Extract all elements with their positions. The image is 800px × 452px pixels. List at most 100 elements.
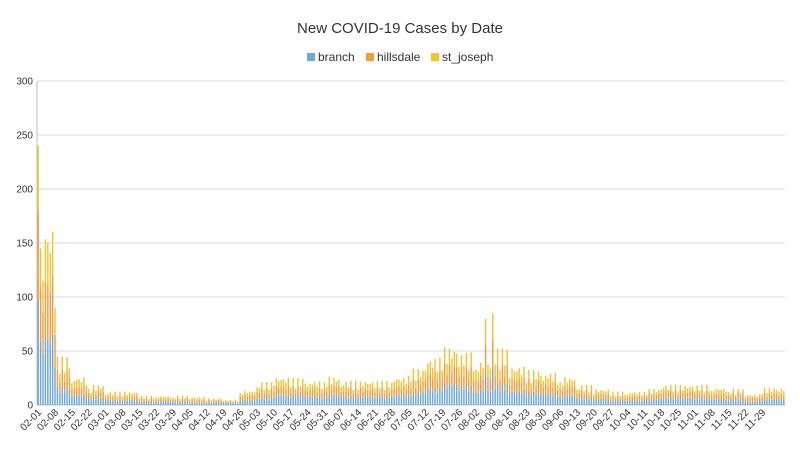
bar-hillsdale [342,390,345,398]
bar-st_joseph [340,386,342,392]
bar-st_joseph [549,373,552,383]
bar-branch [585,396,588,405]
bar-st_joseph [189,399,191,402]
bar-hillsdale [684,390,686,398]
bar-st_joseph [318,381,321,388]
bar-branch [249,400,251,405]
bar-branch [405,397,407,405]
bar-branch [686,398,689,405]
bar-hillsdale [112,397,114,401]
bar-st_joseph [670,385,672,391]
bar-branch [376,395,379,405]
bar-st_joseph [588,392,590,396]
bar-st_joseph [172,397,174,400]
bar-hillsdale [179,400,181,403]
bar-hillsdale [131,397,133,401]
bar-hillsdale [304,390,306,397]
bar-st_joseph [208,398,210,400]
bar-hillsdale [759,396,761,401]
bar-hillsdale [566,389,569,397]
bar-hillsdale [585,390,588,397]
bar-st_joseph [410,381,412,389]
bar-hillsdale [439,371,441,388]
bar-hillsdale [549,382,552,394]
bar-st_joseph [600,390,602,394]
bar-branch [145,400,148,405]
bar-branch [282,395,285,405]
bar-hillsdale [136,396,138,401]
bar-branch [335,396,338,405]
bar-st_joseph [119,391,121,396]
bar-st_joseph [273,385,275,392]
bar-st_joseph [239,393,241,397]
bar-branch [439,387,441,405]
bar-hillsdale [328,384,330,395]
bar-branch [326,398,328,405]
bar-hillsdale [275,385,278,395]
bar-st_joseph [39,248,42,289]
bar-st_joseph [87,388,90,394]
bar-branch [386,395,388,405]
bar-branch [453,383,456,405]
bar-st_joseph [597,391,600,396]
bar-hillsdale [290,392,292,398]
bar-st_joseph [316,386,318,392]
bar-hillsdale [783,395,785,400]
bar-branch [309,396,311,405]
bar-branch [455,384,458,405]
bar-hillsdale [37,213,39,300]
bar-hillsdale [706,390,708,397]
bar-hillsdale [751,398,754,402]
bar-st_joseph [229,399,232,402]
bar-branch [42,354,44,405]
bar-hillsdale [768,393,771,399]
bar-st_joseph [744,397,747,400]
bar-branch [359,395,362,405]
bar-st_joseph [97,385,100,391]
bar-st_joseph [460,355,463,370]
bar-hillsdale [756,399,759,403]
bar-hillsdale [412,379,415,392]
bar-branch [201,403,203,405]
bar-st_joseph [674,384,677,391]
bar-branch [176,400,179,405]
bar-hillsdale [186,398,189,402]
bar-branch [114,399,116,405]
bar-st_joseph [280,379,282,388]
bar-branch [169,401,172,405]
bar-hillsdale [97,390,100,398]
legend-label-branch: branch [318,50,355,64]
bar-hillsdale [294,393,297,399]
bar-st_joseph [463,365,465,377]
bar-branch [653,398,655,405]
bar-branch [208,402,210,405]
bar-hillsdale [383,394,386,400]
bar-st_joseph [708,391,710,395]
bar-st_joseph [157,397,160,400]
bar-branch [138,402,140,405]
bar-st_joseph [270,382,273,390]
bar-hillsdale [160,398,162,402]
bar-st_joseph [362,386,364,392]
bar-st_joseph [71,383,73,390]
bar-st_joseph [215,399,217,401]
bar-st_joseph [706,384,708,391]
bar-st_joseph [658,390,660,394]
bar-branch [417,391,419,405]
bar-hillsdale [253,395,256,401]
bar-hillsdale [299,391,302,398]
bar-st_joseph [468,370,470,381]
bar-branch [463,389,465,405]
bar-st_joseph [364,382,367,389]
bar-st_joseph [766,393,768,397]
bar-branch [172,401,174,405]
bar-hillsdale [455,367,458,385]
bar-hillsdale [143,400,145,403]
bar-hillsdale [636,397,638,401]
bar-st_joseph [559,382,561,389]
bar-st_joseph [174,398,177,401]
bar-branch [682,398,684,405]
bar-st_joseph [335,381,338,389]
bar-branch [280,395,282,405]
